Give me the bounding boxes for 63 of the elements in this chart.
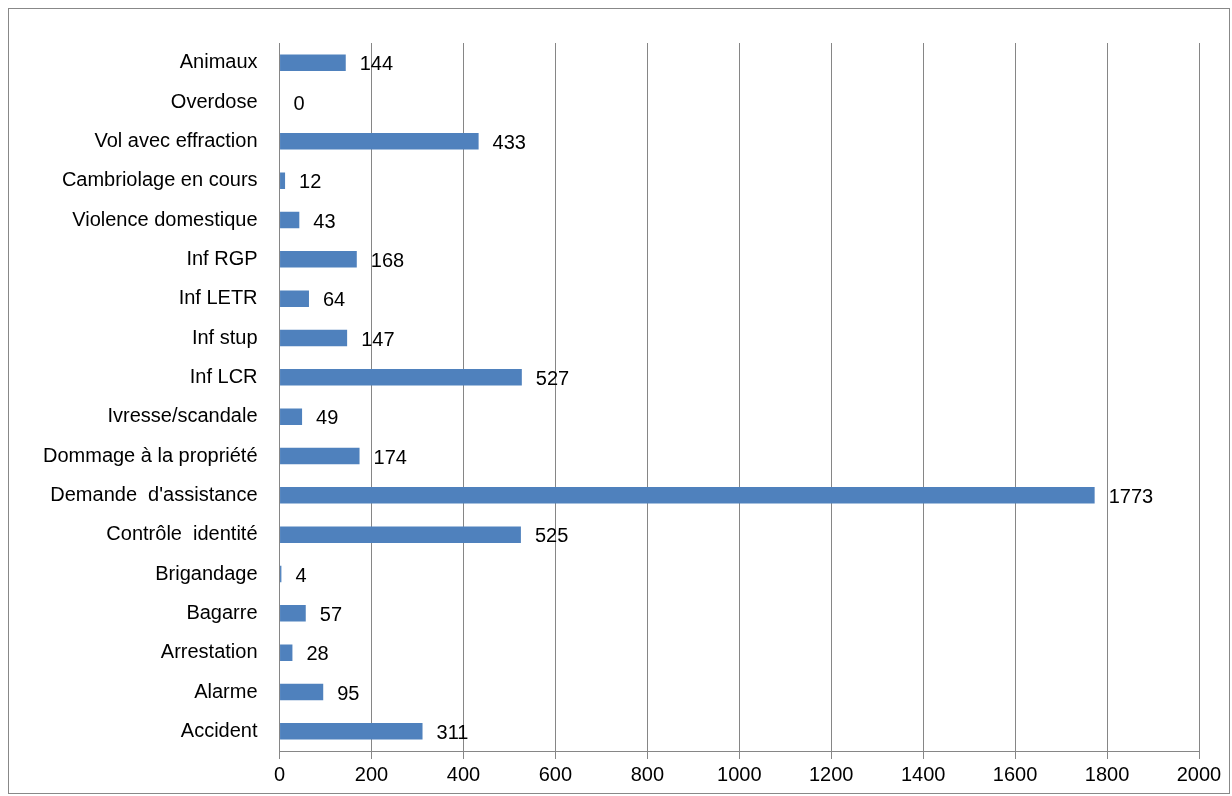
y-tick-label: Cambriolage en cours: [61, 168, 258, 191]
y-tick-label: Animaux: [179, 50, 258, 73]
y-tick-label: Contrôle identité: [106, 522, 258, 545]
data-label: 43: [313, 209, 336, 232]
bar: [280, 605, 306, 622]
data-label: 4: [295, 563, 307, 586]
y-tick-label: Violence domestique: [72, 207, 258, 230]
x-tick-label: 1400: [900, 762, 946, 785]
bar: [280, 526, 521, 543]
y-tick-label: Arrestation: [160, 640, 258, 663]
bar: [280, 644, 293, 661]
x-tick-label: 1600: [992, 762, 1038, 785]
bar: [280, 723, 423, 740]
bar: [280, 369, 522, 386]
bar: [280, 54, 346, 71]
x-tick-label: 600: [538, 762, 573, 785]
data-label: 311: [436, 720, 469, 743]
data-label: 64: [322, 288, 346, 311]
y-tick-label: Brigandage: [155, 561, 258, 584]
data-label: 527: [535, 366, 570, 389]
x-tick-label: 400: [446, 762, 481, 785]
y-tick-label: Inf RGP: [186, 246, 258, 269]
data-label: 144: [359, 52, 394, 75]
bar: [280, 290, 309, 307]
data-label: 0: [293, 91, 305, 114]
bar: [280, 133, 479, 150]
data-label: 49: [316, 406, 339, 429]
y-tick-label: Ivresse/scandale: [107, 404, 258, 427]
y-tick-label: Dommage à la propriété: [42, 443, 258, 466]
bar: [280, 487, 1095, 504]
x-tick-label: 2000: [1176, 762, 1222, 785]
bar: [280, 329, 348, 347]
y-tick-label: Accident: [180, 718, 258, 741]
y-tick-label: Inf LETR: [178, 286, 258, 309]
data-label: 174: [373, 445, 407, 468]
data-label: 525: [534, 524, 569, 547]
y-tick-label: Vol avec effraction: [94, 128, 258, 151]
x-tick-label: 800: [630, 762, 665, 785]
data-label: 95: [337, 681, 360, 704]
data-label: 12: [299, 170, 322, 193]
bar: [280, 447, 360, 465]
y-tick-label: Bagarre: [186, 600, 258, 623]
x-tick-label: 0: [273, 762, 286, 785]
y-tick-label: Overdose: [170, 89, 258, 112]
x-tick-label: 1800: [1084, 762, 1130, 785]
data-label: 1773: [1108, 484, 1154, 507]
x-tick-label: 1200: [808, 762, 854, 785]
x-tick-label: 200: [354, 762, 389, 785]
data-label: 147: [361, 327, 395, 350]
bar: [280, 251, 357, 268]
data-label: 433: [492, 130, 526, 153]
data-label: 168: [370, 248, 405, 271]
x-tick-label: 1000: [717, 762, 762, 785]
bar: [280, 172, 286, 189]
bar: [280, 408, 303, 425]
data-label: 57: [319, 602, 343, 625]
bar: [280, 683, 324, 701]
data-label: 28: [306, 642, 329, 665]
y-tick-label: Alarme: [194, 679, 258, 702]
y-tick-label: Inf stup: [191, 325, 258, 348]
bar: [280, 211, 300, 229]
y-tick-label: Demande d'assistance: [50, 482, 258, 505]
y-tick-label: Inf LCR: [189, 364, 258, 387]
